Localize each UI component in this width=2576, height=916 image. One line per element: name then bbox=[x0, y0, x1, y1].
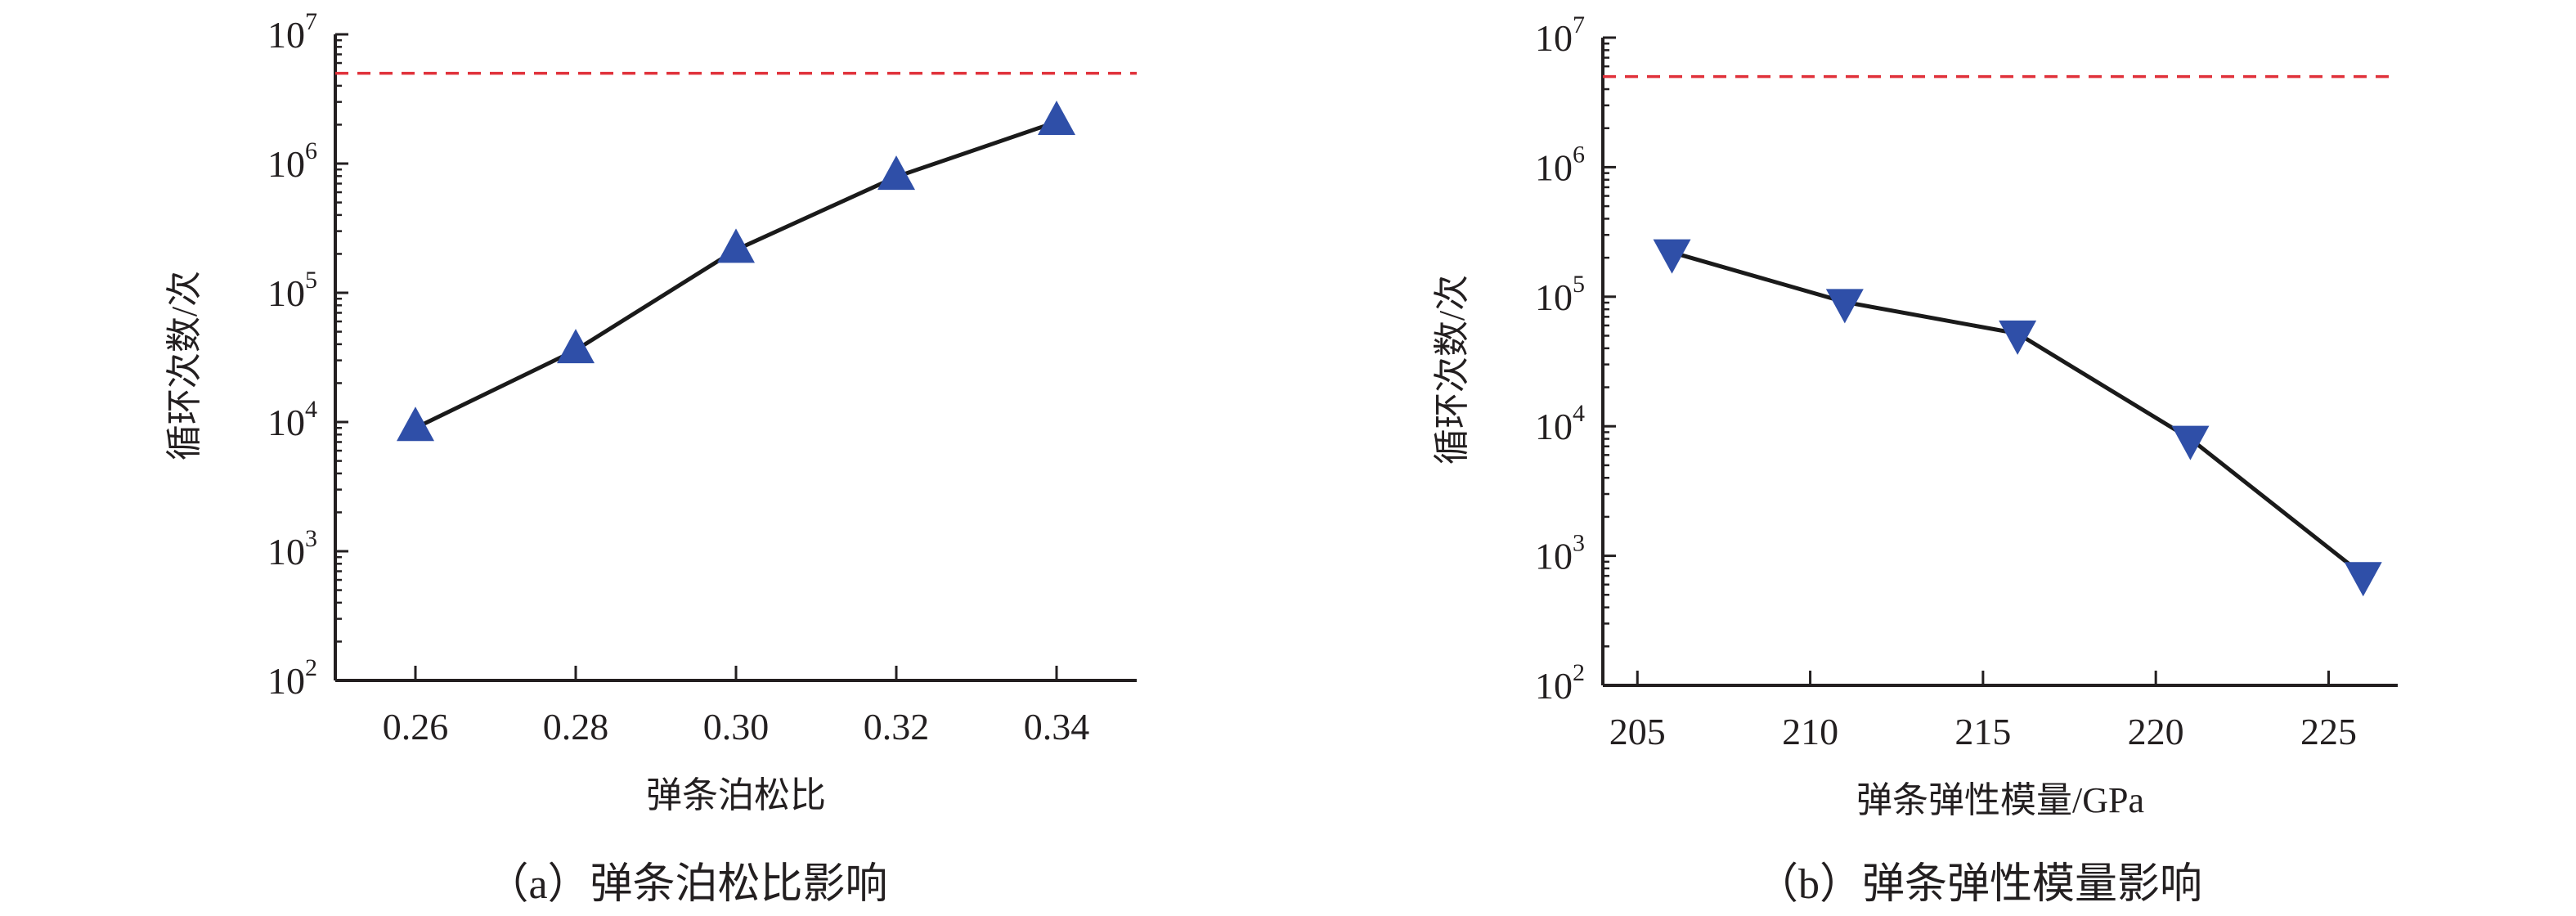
x-tick-label: 0.34 bbox=[1024, 706, 1090, 748]
data-point-marker bbox=[2171, 425, 2210, 460]
y-tick-label: 106 bbox=[1535, 141, 1585, 188]
y-tick-exponent: 5 bbox=[1573, 271, 1585, 298]
data-point-marker bbox=[1825, 289, 1864, 324]
y-tick-base: 10 bbox=[1535, 406, 1573, 447]
y-tick-label: 102 bbox=[267, 654, 317, 702]
data-point-marker bbox=[1038, 101, 1075, 136]
y-tick-exponent: 3 bbox=[305, 525, 317, 552]
y-tick-label: 104 bbox=[267, 396, 317, 443]
series-line bbox=[1671, 250, 2365, 577]
y-tick-base: 10 bbox=[267, 402, 305, 443]
y-tick-exponent: 7 bbox=[1573, 11, 1585, 38]
y-tick-label: 107 bbox=[1535, 11, 1585, 59]
y-tick-label: 104 bbox=[1535, 400, 1585, 447]
y-tick-exponent: 4 bbox=[305, 396, 317, 423]
y-tick-exponent: 6 bbox=[305, 137, 317, 164]
y-tick-label: 105 bbox=[1535, 271, 1585, 318]
x-axis-label: 弹条弹性模量/GPa bbox=[1856, 780, 2144, 820]
y-axis-label: 循环次数/次 bbox=[1432, 275, 1472, 465]
data-point-marker bbox=[1999, 320, 2037, 355]
subfigure-caption: （a）弹条泊松比影响 bbox=[486, 861, 887, 908]
x-tick-label: 215 bbox=[1954, 711, 2011, 752]
x-tick-label: 205 bbox=[1609, 711, 1666, 752]
x-tick-label: 225 bbox=[2300, 711, 2357, 752]
y-tick-label: 103 bbox=[267, 525, 317, 572]
subfigure-caption: （b）弹条弹性模量影响 bbox=[1756, 861, 2202, 908]
y-tick-base: 10 bbox=[267, 14, 305, 56]
y-tick-exponent: 6 bbox=[1573, 141, 1585, 168]
data-point-marker bbox=[877, 155, 915, 191]
y-tick-exponent: 3 bbox=[1573, 530, 1585, 557]
y-tick-base: 10 bbox=[1535, 665, 1573, 707]
y-tick-exponent: 4 bbox=[1573, 400, 1585, 427]
y-tick-exponent: 2 bbox=[1573, 659, 1585, 686]
x-tick-label: 210 bbox=[1782, 711, 1838, 752]
y-axis-label: 循环次数/次 bbox=[164, 271, 204, 460]
y-tick-base: 10 bbox=[1535, 146, 1573, 188]
y-tick-label: 103 bbox=[1535, 530, 1585, 577]
y-tick-label: 105 bbox=[267, 267, 317, 314]
data-point-marker bbox=[557, 329, 595, 364]
y-tick-label: 107 bbox=[267, 8, 317, 56]
x-tick-label: 0.26 bbox=[383, 706, 449, 748]
y-tick-exponent: 7 bbox=[305, 8, 317, 35]
y-tick-label: 102 bbox=[1535, 659, 1585, 707]
x-tick-label: 0.32 bbox=[864, 706, 930, 748]
y-tick-base: 10 bbox=[1535, 17, 1573, 59]
x-tick-label: 220 bbox=[2128, 711, 2184, 752]
x-tick-label: 0.30 bbox=[703, 706, 770, 748]
y-tick-base: 10 bbox=[1535, 536, 1573, 577]
y-tick-label: 106 bbox=[267, 137, 317, 185]
y-tick-base: 10 bbox=[267, 531, 305, 572]
y-tick-base: 10 bbox=[267, 272, 305, 314]
data-point-marker bbox=[397, 406, 434, 442]
data-point-marker bbox=[2344, 562, 2382, 597]
x-tick-label: 0.28 bbox=[543, 706, 609, 748]
series-line bbox=[414, 119, 1057, 430]
x-axis-label: 弹条泊松比 bbox=[646, 775, 826, 815]
y-tick-base: 10 bbox=[1535, 276, 1573, 318]
y-tick-base: 10 bbox=[267, 143, 305, 185]
data-point-marker bbox=[1653, 239, 1691, 274]
y-tick-base: 10 bbox=[267, 660, 305, 702]
data-point-marker bbox=[717, 228, 755, 263]
y-tick-exponent: 2 bbox=[305, 654, 317, 681]
y-tick-exponent: 5 bbox=[305, 267, 317, 294]
